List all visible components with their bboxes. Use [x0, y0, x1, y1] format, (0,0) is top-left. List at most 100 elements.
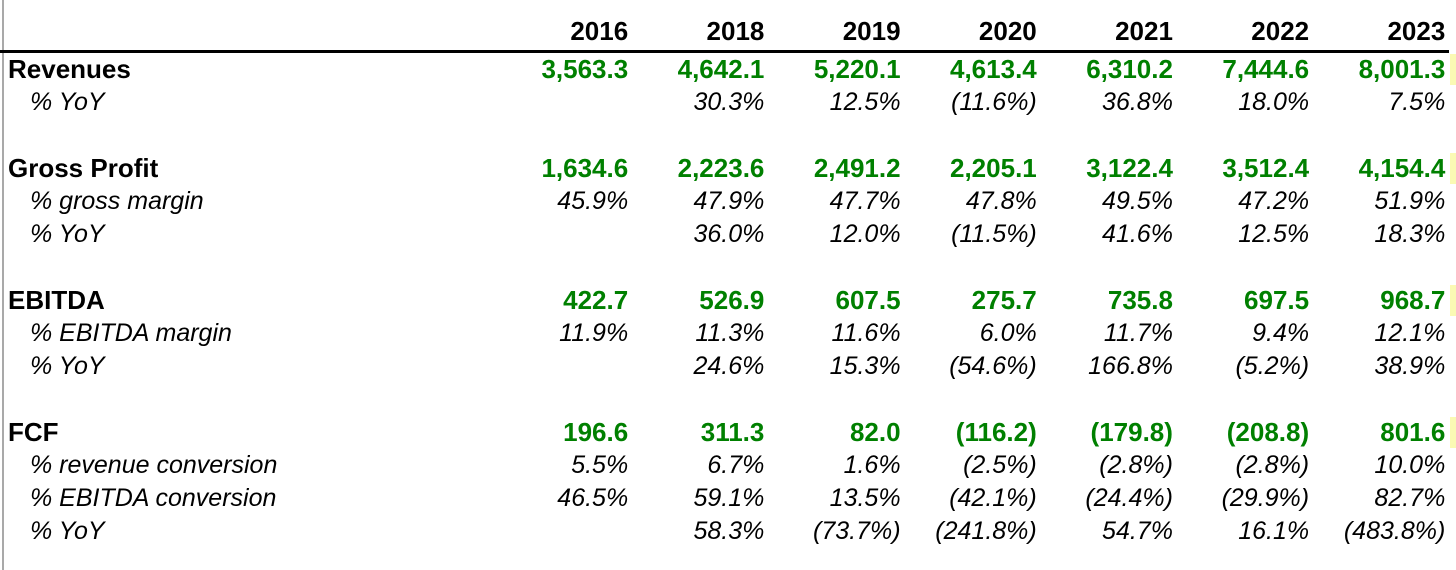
cell-ebitda-margin-2022: 9.4% [1252, 319, 1310, 347]
cell-revenues-yoy-2021: 36.8% [1102, 88, 1173, 116]
highlight-cell-edge-fcf [1450, 417, 1456, 448]
cell-ebitda-margin-2023: 12.1% [1374, 319, 1446, 347]
cell-fcf-revenue-conversion-2019: 1.6% [843, 451, 901, 479]
cell-revenues-2023: 8,001.3 [1358, 54, 1446, 84]
column-header-2018: 2018 [706, 16, 765, 46]
cell-fcf-2023: 801.6 [1380, 417, 1446, 447]
cell-fcf-revenue-conversion-2022: (2.8%) [1235, 451, 1310, 479]
row-label-revenues-yoy: % YoY [30, 88, 105, 116]
cell-gross-profit-yoy-2018: 36.0% [693, 220, 765, 248]
cell-gross-margin-2018: 47.9% [693, 187, 765, 215]
cell-ebitda-margin-2020: 6.0% [979, 319, 1037, 347]
cell-gross-profit-yoy-2022: 12.5% [1238, 220, 1310, 248]
row-fcf: FCF 196.6 311.3 82.0 (116.2) (179.8) (208.8) 80… [0, 416, 1449, 449]
cell-gross-profit-2021: 3,122.4 [1086, 153, 1173, 183]
cell-fcf-yoy-2023: (483.8%) [1343, 517, 1446, 545]
cell-gross-margin-2016: 45.9% [557, 187, 629, 215]
cell-gross-profit-yoy-2021: 41.6% [1102, 220, 1173, 248]
row-label-ebitda: EBITDA [8, 285, 105, 315]
cell-gross-profit-yoy-2020: (11.5%) [951, 220, 1037, 248]
cell-fcf-ebitda-conversion-2023: 82.7% [1374, 484, 1446, 512]
cell-fcf-revenue-conversion-2023: 10.0% [1374, 451, 1446, 479]
cell-ebitda-2022: 697.5 [1244, 285, 1310, 315]
cell-gross-profit-yoy-2023: 18.3% [1374, 220, 1446, 248]
cell-fcf-yoy-2019: (73.7%) [813, 517, 901, 545]
cell-ebitda-2016: 422.7 [563, 285, 629, 315]
cell-fcf-2020: (116.2) [955, 417, 1037, 447]
cell-gross-margin-2023: 51.9% [1374, 187, 1446, 215]
highlight-cell-edge-gross-profit [1450, 153, 1456, 184]
cell-ebitda-yoy-2022: (5.2%) [1235, 352, 1310, 380]
cell-ebitda-margin-2018: 11.3% [695, 319, 765, 347]
cell-gross-profit-2016: 1,634.6 [541, 153, 629, 183]
row-label-fcf-ebitda-conversion: % EBITDA conversion [30, 484, 277, 512]
cell-fcf-2021: (179.8) [1090, 417, 1173, 447]
cell-fcf-revenue-conversion-2016: 5.5% [571, 451, 629, 479]
cell-fcf-revenue-conversion-2021: (2.8%) [1099, 451, 1173, 479]
row-label-fcf-revenue-conversion: % revenue conversion [30, 451, 278, 479]
cell-fcf-revenue-conversion-2020: (2.5%) [963, 451, 1037, 479]
cell-ebitda-margin-2021: 11.7% [1103, 319, 1173, 347]
cell-revenues-2018: 4,642.1 [677, 54, 765, 84]
row-label-fcf: FCF [8, 417, 59, 447]
cell-gross-profit-yoy-2016 [494, 218, 630, 251]
cell-fcf-yoy-2018: 58.3% [693, 517, 765, 545]
row-spacer-2 [0, 251, 1449, 284]
cell-gross-margin-2022: 47.2% [1238, 187, 1310, 215]
cell-ebitda-yoy-2021: 166.8% [1088, 352, 1173, 380]
cell-revenues-yoy-2018: 30.3% [693, 88, 765, 116]
cell-revenues-yoy-2023: 7.5% [1388, 88, 1446, 116]
row-label-gross-profit: Gross Profit [8, 153, 159, 183]
cell-ebitda-2019: 607.5 [835, 285, 901, 315]
cell-fcf-yoy-2020: (241.8%) [935, 517, 1037, 545]
cell-ebitda-yoy-2016 [494, 350, 630, 383]
left-gridline [2, 0, 4, 570]
cell-fcf-2019: 82.0 [849, 417, 901, 447]
cell-gross-profit-2018: 2,223.6 [677, 153, 765, 183]
cell-gross-profit-2020: 2,205.1 [950, 153, 1037, 183]
cell-fcf-2018: 311.3 [700, 417, 765, 447]
financial-table: 2016 2018 2019 2020 2021 2022 2023 Revenues 3,56… [0, 16, 1449, 548]
row-revenues: Revenues 3,563.3 4,642.1 5,220.1 4,613.4 6,31… [0, 53, 1449, 86]
cell-fcf-2022: (208.8) [1226, 417, 1310, 447]
highlight-cell-edge-revenues [1450, 54, 1456, 85]
column-header-2022: 2022 [1251, 16, 1310, 46]
row-ebitda-yoy: % YoY 24.6% 15.3% (54.6%) 166.8% (5.2%) 38.9% [0, 350, 1449, 383]
row-ebitda-margin: % EBITDA margin 11.9% 11.3% 11.6% 6.0% 11.7% 9… [0, 317, 1449, 350]
row-spacer-3 [0, 383, 1449, 416]
cell-ebitda-yoy-2019: 15.3% [829, 352, 901, 380]
cell-gross-margin-2020: 47.8% [965, 187, 1037, 215]
cell-revenues-2016: 3,563.3 [541, 54, 629, 84]
cell-fcf-revenue-conversion-2018: 6.7% [707, 451, 765, 479]
cell-revenues-yoy-2016 [494, 86, 630, 119]
cell-revenues-2021: 6,310.2 [1086, 54, 1173, 84]
row-gross-profit-yoy: % YoY 36.0% 12.0% (11.5%) 41.6% 12.5% 18.3% [0, 218, 1449, 251]
row-fcf-ebitda-conversion: % EBITDA conversion 46.5% 59.1% 13.5% (42.1%… [0, 482, 1449, 515]
row-label-ebitda-yoy: % YoY [30, 352, 105, 380]
row-fcf-yoy: % YoY 58.3% (73.7%) (241.8%) 54.7% 16.1% (483.… [0, 515, 1449, 548]
cell-ebitda-2023: 968.7 [1380, 285, 1446, 315]
cell-fcf-ebitda-conversion-2018: 59.1% [693, 484, 765, 512]
cell-ebitda-2021: 735.8 [1107, 285, 1173, 315]
row-fcf-revenue-conversion: % revenue conversion 5.5% 6.7% 1.6% (2.5%) (2… [0, 449, 1449, 482]
cell-gross-margin-2019: 47.7% [829, 187, 901, 215]
row-label-fcf-yoy: % YoY [30, 517, 105, 545]
cell-revenues-2019: 5,220.1 [813, 54, 901, 84]
column-header-2019: 2019 [842, 16, 901, 46]
cell-fcf-2016: 196.6 [563, 417, 629, 447]
cell-gross-profit-2022: 3,512.4 [1222, 153, 1310, 183]
cell-gross-margin-2021: 49.5% [1102, 187, 1173, 215]
column-header-2020: 2020 [978, 16, 1037, 46]
cell-gross-profit-2023: 4,154.4 [1358, 153, 1446, 183]
cell-revenues-yoy-2020: (11.6%) [951, 88, 1037, 116]
cell-revenues-2022: 7,444.6 [1222, 54, 1310, 84]
cell-revenues-yoy-2019: 12.5% [829, 88, 901, 116]
highlight-cell-edge-ebitda [1450, 285, 1456, 316]
column-header-2016: 2016 [570, 16, 629, 46]
row-ebitda: EBITDA 422.7 526.9 607.5 275.7 735.8 697.5 968.… [0, 284, 1449, 317]
row-spacer-1 [0, 119, 1449, 152]
row-label-gross-margin: % gross margin [30, 187, 204, 215]
cell-fcf-ebitda-conversion-2020: (42.1%) [949, 484, 1037, 512]
cell-fcf-yoy-2021: 54.7% [1102, 517, 1173, 545]
cell-ebitda-yoy-2023: 38.9% [1374, 352, 1446, 380]
